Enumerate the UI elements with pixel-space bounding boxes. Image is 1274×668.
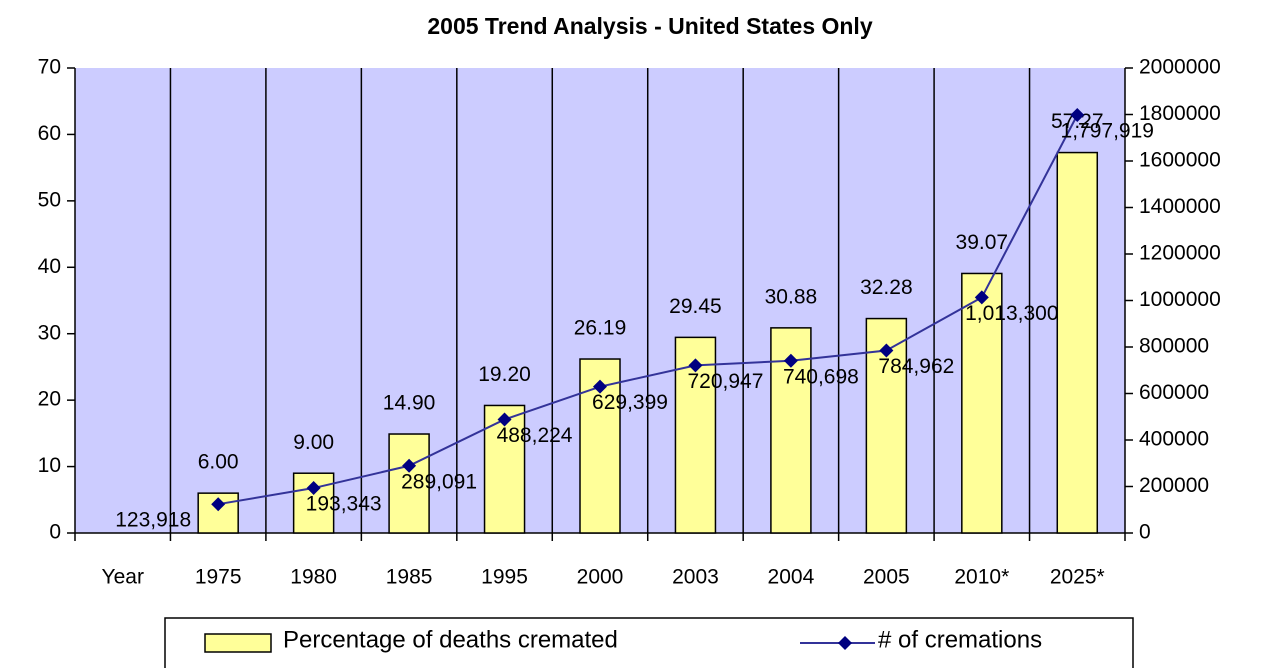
x-tick-label: 2010*: [954, 566, 1009, 589]
bar-value-label: 26.19: [574, 317, 627, 340]
x-tick-label: 1995: [481, 566, 528, 589]
y2-tick-label: 1200000: [1139, 242, 1221, 265]
chart-title: 2005 Trend Analysis - United States Only: [427, 13, 872, 39]
x-tick-label: 2004: [768, 566, 815, 589]
x-tick-label: 2000: [577, 566, 624, 589]
bar-value-label: 6.00: [198, 451, 239, 474]
x-tick-label: 2005: [863, 566, 910, 589]
line-value-label: 720,947: [687, 370, 763, 393]
y2-tick-label: 0: [1139, 521, 1151, 544]
y2-tick-label: 2000000: [1139, 56, 1221, 79]
line-value-label: 193,343: [306, 493, 382, 516]
y-tick-label: 50: [38, 188, 61, 211]
marker: [974, 290, 989, 305]
line-value-label: 1,013,300: [965, 302, 1058, 325]
y2-tick-label: 1600000: [1139, 149, 1221, 172]
bar-value-label: 39.07: [956, 231, 1009, 254]
line-value-label: 740,698: [783, 365, 859, 388]
line-value-label: 123,918: [115, 509, 191, 532]
marker: [783, 353, 798, 368]
marker: [1070, 107, 1085, 122]
line: [218, 114, 1079, 506]
line-value-label: 289,091: [401, 470, 477, 493]
legend: [164, 617, 1134, 668]
y-tick-label: 20: [38, 388, 61, 411]
line-value-label: 488,224: [497, 424, 573, 447]
x-tick-label: Year: [102, 566, 144, 589]
x-tick-label: 1985: [386, 566, 433, 589]
y-tick-label: 30: [38, 321, 61, 344]
y-tick-label: 70: [38, 56, 61, 79]
line-value-label: 784,962: [878, 355, 954, 378]
legend-label: Percentage of deaths cremated: [283, 626, 618, 653]
legend-marker: [838, 636, 852, 650]
marker: [497, 412, 512, 427]
bar: [961, 272, 1003, 534]
x-tick-label: 2025*: [1050, 566, 1105, 589]
y-tick-label: 0: [49, 521, 61, 544]
marker: [879, 343, 894, 358]
y-tick-label: 60: [38, 122, 61, 145]
y2-tick-label: 400000: [1139, 428, 1209, 451]
y2-tick-label: 1000000: [1139, 288, 1221, 311]
y2-tick-label: 600000: [1139, 381, 1209, 404]
marker: [211, 497, 226, 512]
marker: [402, 458, 417, 473]
bar-value-label: 32.28: [860, 276, 913, 299]
marker: [306, 481, 321, 496]
bar-value-label: 19.20: [478, 363, 531, 386]
line-value-label: 629,399: [592, 391, 668, 414]
y2-tick-label: 1800000: [1139, 102, 1221, 125]
y-tick-label: 40: [38, 255, 61, 278]
x-tick-label: 2003: [672, 566, 719, 589]
y2-tick-label: 200000: [1139, 474, 1209, 497]
bar: [388, 433, 430, 534]
y-tick-label: 10: [38, 454, 61, 477]
marker: [593, 379, 607, 394]
bar-value-label: 30.88: [765, 285, 818, 308]
x-tick-label: 1975: [195, 566, 242, 589]
line-value-label: 1,797,919: [1061, 120, 1154, 143]
legend-label: # of cremations: [878, 626, 1042, 653]
bar-value-label: 9.00: [293, 431, 334, 454]
legend-swatch: [204, 633, 272, 653]
x-tick-label: 1980: [290, 566, 337, 589]
y2-tick-label: 1400000: [1139, 195, 1221, 218]
bar-value-label: 29.45: [669, 295, 722, 318]
bar: [1056, 151, 1099, 534]
marker: [688, 358, 703, 373]
y2-tick-label: 800000: [1139, 335, 1209, 358]
bar-value-label: 14.90: [383, 392, 436, 415]
